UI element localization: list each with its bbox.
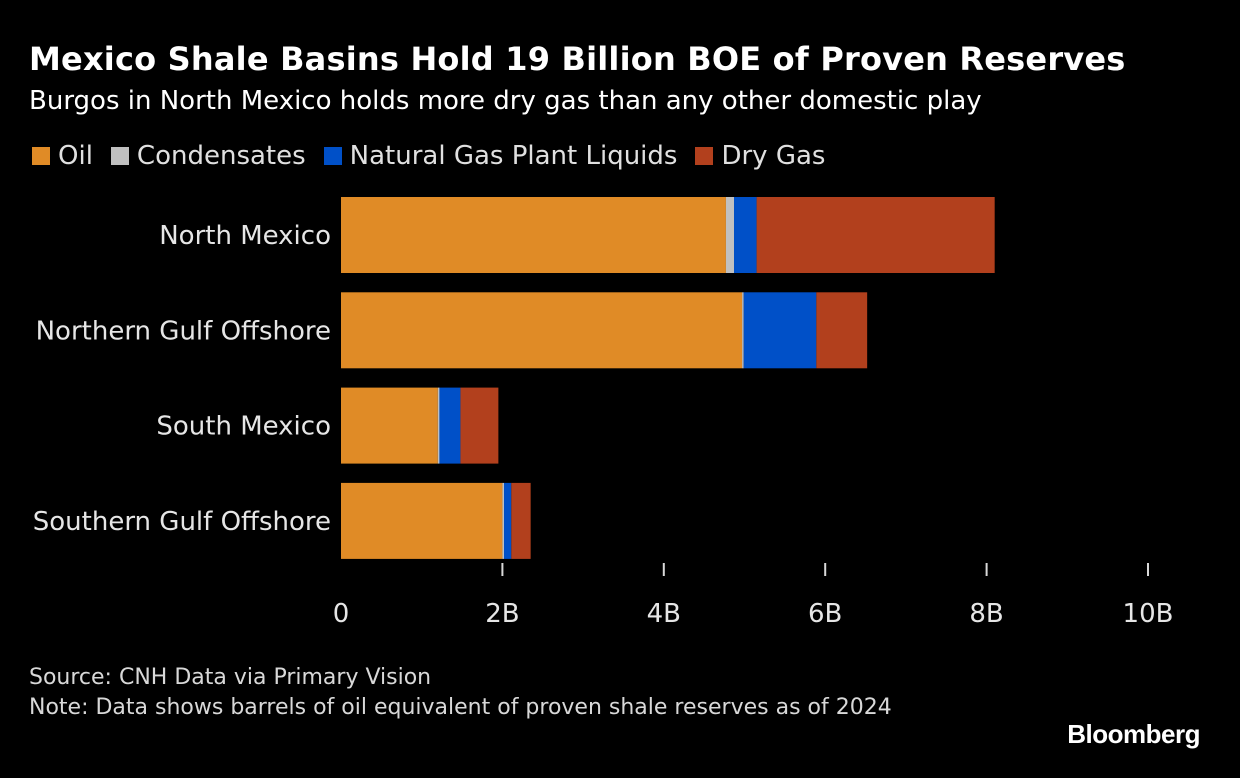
category-label-northern-gulf-offshore: Northern Gulf Offshore [36,316,331,346]
bar-northern-gulf-offshore-dry-gas [816,292,868,369]
chart-legend: Oil Condensates Natural Gas Plant Liquid… [32,141,843,171]
bar-southern-gulf-offshore-oil [341,482,503,559]
bar-southern-gulf-offshore-dry-gas [511,482,531,559]
chart-footer: Source: CNH Data via Primary Vision Note… [29,663,929,723]
legend-label-oil: Oil [58,141,93,171]
legend-label-condensates: Condensates [136,141,306,171]
bar-north-mexico-condensates [725,197,735,273]
chart-title: Mexico Shale Basins Hold 19 Billion BOE … [29,40,1126,78]
x-tick-label-4: 8B [969,599,1003,629]
legend-swatch-oil [32,147,50,165]
legend-label-dry-gas: Dry Gas [721,141,826,171]
legend-swatch-dry-gas [695,147,714,165]
x-tick-label-5: 10B [1123,599,1174,629]
x-tick-label-2: 4B [647,599,681,629]
bar-southern-gulf-offshore-condensates [502,482,505,559]
bar-northern-gulf-offshore-natural-gas-plant-liquids [743,292,817,369]
source-note: Source: CNH Data via Primary Vision [29,665,432,690]
bar-northern-gulf-offshore-oil [341,292,743,369]
data-note: Note: Data shows barrels of oil equivale… [29,695,892,720]
x-tick-label-0: 0 [333,599,350,629]
bar-north-mexico-oil [341,197,726,273]
legend-item-oil: Oil [32,141,93,171]
category-label-southern-gulf-offshore: Southern Gulf Offshore [33,507,331,537]
category-label-north-mexico: North Mexico [159,221,331,251]
legend-item-condensates: Condensates [110,141,306,171]
category-label-south-mexico: South Mexico [156,412,331,442]
legend-item-dry-gas: Dry Gas [695,141,825,171]
bloomberg-logo: Bloomberg [1067,719,1200,749]
bar-south-mexico-oil [341,387,438,464]
bar-north-mexico-natural-gas-plant-liquids [734,197,757,273]
bar-north-mexico-dry-gas [756,197,995,273]
bar-south-mexico-condensates [437,387,440,464]
bar-northern-gulf-offshore-condensates [742,292,744,369]
legend-item-ngpl: Natural Gas Plant Liquids [323,141,678,171]
chart-subtitle: Burgos in North Mexico holds more dry ga… [29,86,982,116]
x-tick-label-1: 2B [485,599,519,629]
bar-southern-gulf-offshore-natural-gas-plant-liquids [504,482,512,559]
legend-swatch-condensates [110,147,129,165]
bar-south-mexico-natural-gas-plant-liquids [439,387,461,464]
x-tick-label-3: 6B [808,599,842,629]
legend-label-ngpl: Natural Gas Plant Liquids [349,141,678,171]
bar-south-mexico-dry-gas [460,387,499,464]
legend-swatch-ngpl [323,147,342,165]
